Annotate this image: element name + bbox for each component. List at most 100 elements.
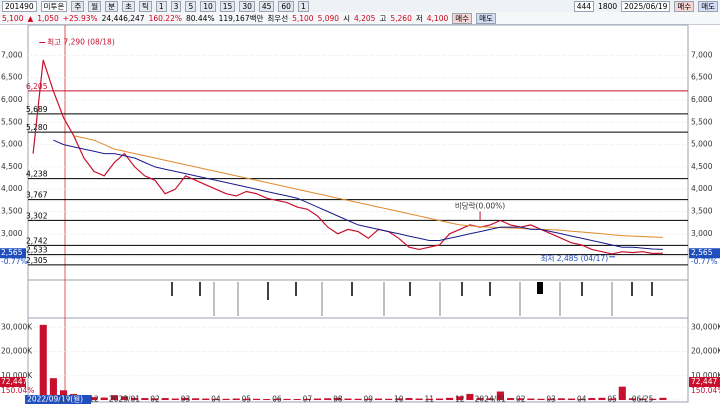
period-button[interactable]: 월	[88, 0, 102, 12]
quote-bar: 5,100 ▲ 1,050 +25.93% 24,446,247 160.22%…	[0, 12, 720, 25]
volume-bar	[171, 398, 179, 400]
x-label-highlight	[25, 395, 92, 404]
volume-bar	[192, 398, 200, 400]
volume-bar	[557, 398, 565, 400]
interval-button[interactable]: 3	[170, 0, 182, 12]
y-tick-label: 3,500	[1, 207, 23, 216]
annotation: 비당락(0.00%)	[455, 200, 505, 210]
volume-bar	[527, 398, 535, 400]
x-tick-label: 2024/01	[475, 395, 506, 404]
volume-bar	[242, 398, 250, 400]
total: 1800	[598, 1, 618, 11]
volume-bar	[151, 398, 159, 400]
volume-bar	[49, 378, 57, 400]
period-button[interactable]: 분	[105, 0, 119, 12]
y-tick-label: 30,000K	[691, 322, 720, 331]
interval-button[interactable]: 60	[278, 0, 294, 12]
interval-button[interactable]: 1	[155, 0, 167, 12]
rate: +25.93%	[62, 13, 98, 23]
ratio: 80.44%	[185, 13, 215, 23]
volume-bar	[649, 398, 657, 400]
volume-bar	[90, 397, 98, 400]
volume-bar	[425, 398, 433, 400]
price-tag-box-left	[0, 248, 26, 259]
volume-bar	[161, 398, 169, 400]
level-label: 3,767	[26, 191, 48, 200]
y-tick-label: 20,000K	[691, 347, 720, 356]
price-tag: 2,565	[691, 248, 713, 257]
sell-button[interactable]: 매도	[476, 12, 496, 24]
volume-bar	[324, 398, 332, 400]
count[interactable]: 444	[573, 0, 595, 12]
period-button[interactable]: 틱	[138, 0, 152, 12]
volume-bar	[253, 398, 261, 400]
interval-button[interactable]: 1	[297, 0, 309, 12]
y-tick-label: 5,500	[1, 117, 23, 126]
interval-button[interactable]: 10	[200, 0, 216, 12]
interval-button[interactable]: 5	[185, 0, 197, 12]
y-tick-label: 5,000	[1, 140, 23, 149]
level-label: 2,742	[26, 236, 48, 245]
y-tick-label: 10,000K	[691, 371, 720, 380]
level-label: 3,302	[26, 211, 48, 220]
volume-bar	[588, 398, 596, 400]
price: 5,100	[2, 13, 24, 23]
date[interactable]: 2025/06/19	[621, 0, 671, 12]
y-tick-label: 3,000	[691, 229, 713, 238]
buy-button[interactable]: 매수	[452, 12, 473, 24]
amount: 119,167백만	[218, 13, 264, 23]
stock-code[interactable]: 201490	[2, 0, 37, 12]
volume-bar	[364, 398, 372, 400]
y-tick-label: 7,000	[1, 50, 23, 59]
x-tick-label: 2023/01	[109, 395, 140, 404]
volume-bar	[313, 398, 322, 400]
volume-bar	[608, 398, 616, 400]
y-tick-label: 4,000	[691, 184, 713, 193]
volume-bar	[598, 397, 606, 400]
y-tick-label: 5,500	[691, 117, 713, 126]
period-button[interactable]: 초	[122, 0, 135, 12]
price-line	[73, 135, 663, 238]
x-tick-label: 12	[455, 395, 465, 404]
volume-bar	[222, 398, 230, 400]
x-tick-label: 06/25	[632, 395, 654, 404]
volume-tag: 72,447	[1, 377, 27, 386]
period-button[interactable]: 주	[71, 0, 85, 12]
y-tick-label: 4,000	[1, 184, 23, 193]
x-tick-label: 02	[516, 395, 526, 404]
interval-button[interactable]: 45	[258, 0, 275, 12]
level-label: 5,280	[26, 123, 48, 132]
volume-bar	[476, 397, 484, 400]
arrow: ▲	[27, 13, 34, 23]
volume-bar	[496, 391, 504, 400]
x-tick-label: 09	[364, 395, 374, 404]
volume-bar	[334, 397, 342, 400]
volume-bar	[659, 397, 667, 400]
y-tick-label: 3,500	[691, 207, 713, 216]
y-tick-label: 10,000K	[1, 371, 33, 380]
y-tick-label: 4,500	[691, 162, 713, 171]
volume-bar	[395, 398, 403, 400]
sell-button[interactable]: 매도	[698, 0, 718, 12]
price-tag-rate: -0.77%	[1, 257, 28, 266]
volume-bar	[39, 324, 47, 400]
x-tick-label: 02	[150, 395, 160, 404]
open: 4,205	[353, 13, 376, 23]
volume-bar	[618, 386, 626, 400]
interval-button[interactable]: 30	[239, 0, 255, 12]
x-tick-label: 05	[607, 395, 617, 404]
volume-bar	[486, 398, 494, 400]
buy-button[interactable]: 매수	[674, 0, 695, 12]
low: 4,100	[426, 13, 449, 23]
ask: 5,100	[292, 13, 314, 23]
x-tick-label: 06	[272, 395, 282, 404]
volume-bar	[506, 398, 515, 400]
change: 1,050	[37, 13, 59, 23]
volume-bar	[415, 398, 423, 400]
volume-bar	[100, 397, 108, 400]
stock-name[interactable]: 미투온	[40, 0, 68, 12]
y-tick-label: 7,000	[691, 50, 713, 59]
volume-bar	[385, 398, 393, 400]
interval-button[interactable]: 15	[219, 0, 236, 12]
